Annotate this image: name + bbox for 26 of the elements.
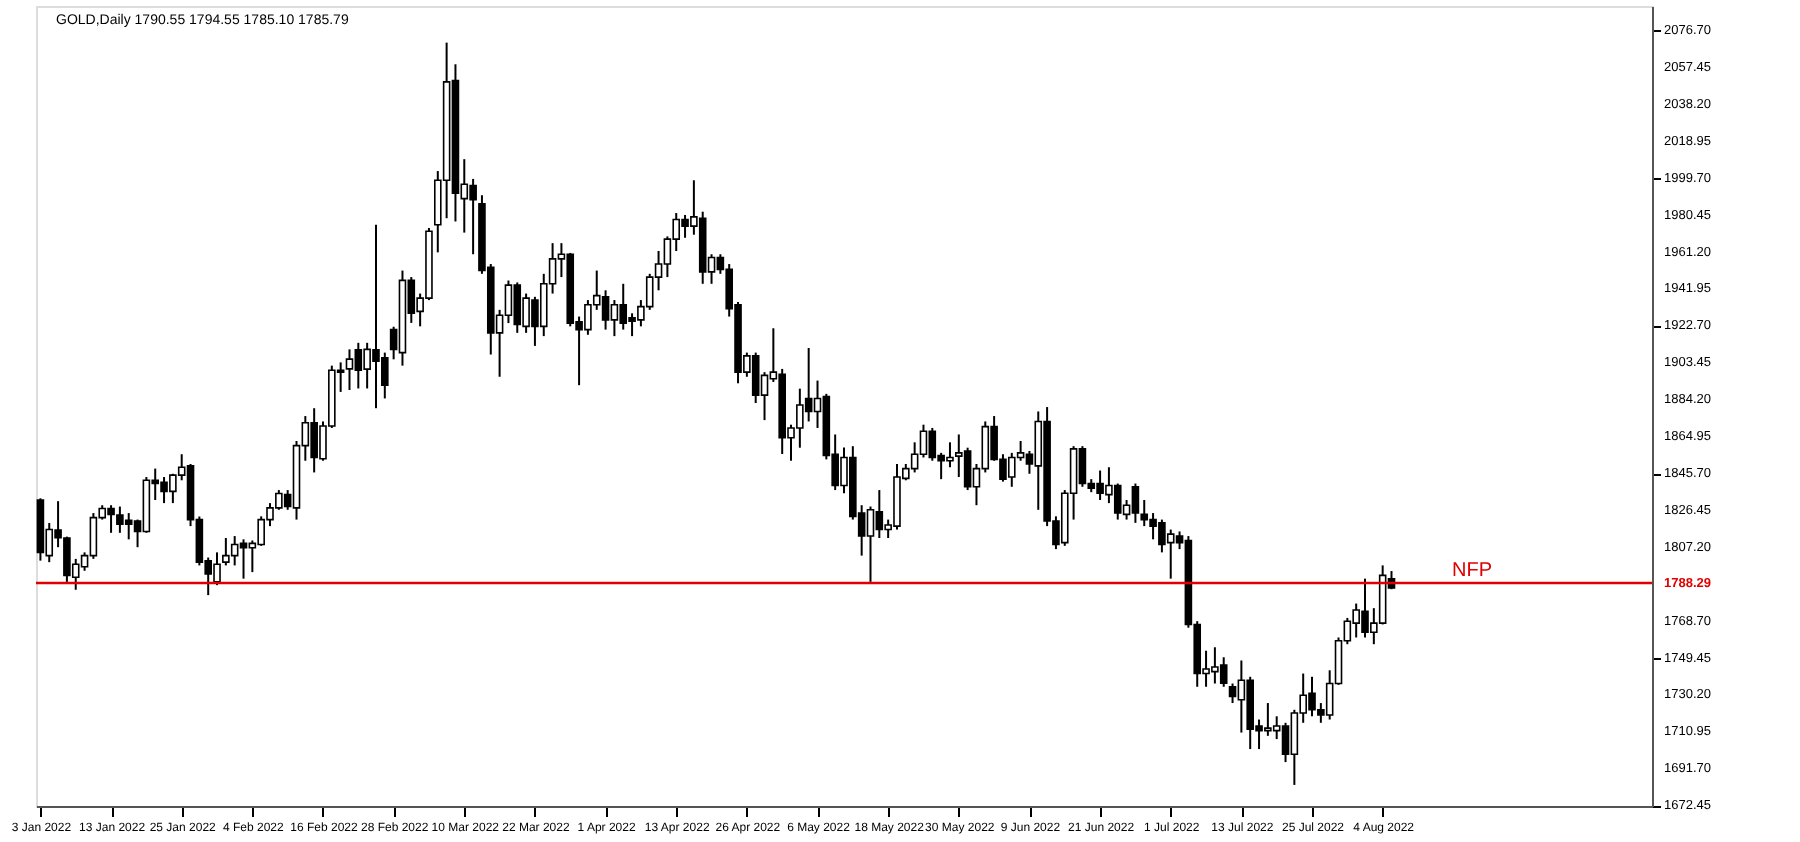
candlestick	[1237, 659, 1246, 734]
candlestick	[89, 512, 98, 560]
candlestick	[875, 489, 884, 539]
candlestick	[1007, 451, 1016, 488]
candlestick	[222, 536, 230, 567]
candlestick	[601, 289, 610, 331]
candlestick	[1140, 499, 1149, 528]
candlestick	[345, 348, 354, 391]
candlestick	[1166, 528, 1175, 580]
candlestick	[610, 299, 619, 338]
candlestick	[963, 446, 972, 492]
candlestick	[866, 505, 875, 583]
candlestick	[239, 538, 248, 580]
candlestick	[513, 281, 522, 334]
candlestick	[124, 512, 133, 541]
candlestick	[1078, 445, 1087, 488]
candlestick	[619, 282, 628, 331]
candlestick	[804, 347, 813, 423]
candlestick	[1219, 656, 1228, 688]
candlestick	[1113, 482, 1122, 521]
candlestick	[354, 341, 363, 390]
candlestick	[928, 426, 937, 462]
candlestick	[751, 351, 760, 405]
annotation: NFP	[1452, 560, 1493, 582]
candlestick	[1228, 682, 1237, 705]
candlestick	[1131, 482, 1140, 524]
